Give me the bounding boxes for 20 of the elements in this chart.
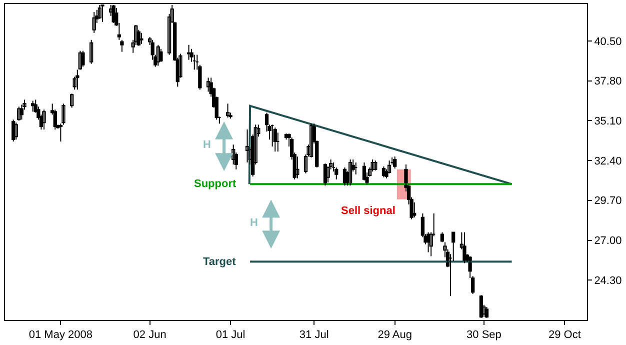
x-tick-label: 30 Sep	[466, 329, 502, 342]
annotation: H	[250, 217, 258, 229]
band-label: Sell signal	[341, 205, 396, 217]
y-tick-label: 35.10	[594, 116, 622, 128]
x-tick-label: 31 Jul	[299, 329, 329, 342]
candlestick	[140, 32, 144, 44]
y-tick-label: 37.80	[594, 76, 622, 88]
annotation: H	[203, 139, 211, 151]
x-tick-label: 02 Jun	[133, 329, 166, 342]
x-tick-label: 29 Aug	[378, 329, 412, 342]
y-tick-label: 32.40	[594, 155, 622, 168]
y-tick-label: 24.30	[594, 274, 622, 287]
y-tick-label: 40.50	[594, 36, 622, 48]
x-tick-label: 01 Jul	[216, 329, 246, 342]
series-label: Support	[194, 178, 236, 190]
y-tick-label: 29.70	[594, 195, 622, 208]
x-tick-label: 29 Oct	[548, 329, 581, 342]
y-tick-label: 27.00	[594, 235, 622, 248]
series-label: Target	[203, 256, 236, 268]
x-tick-label: 01 May 2008	[28, 329, 92, 342]
